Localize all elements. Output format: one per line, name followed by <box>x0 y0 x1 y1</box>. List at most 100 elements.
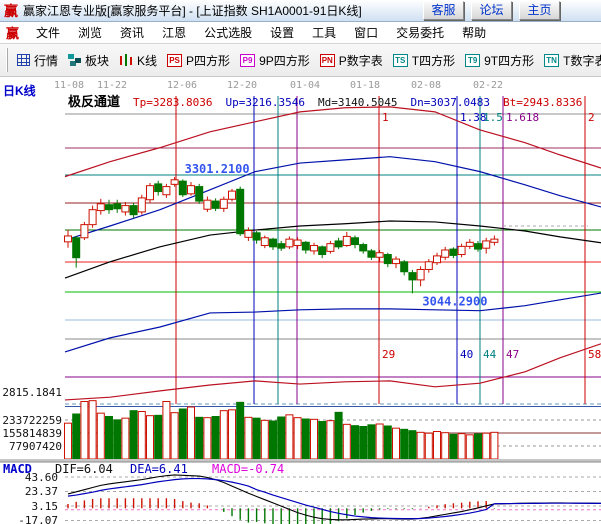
menubar-items: 文件 浏览 资讯 江恩 公式选股 设置 工具 窗口 交易委托 帮助 <box>27 22 495 43</box>
gann-top-label-7: 1.618 <box>506 111 539 124</box>
candle-body <box>318 246 327 256</box>
candle-body <box>170 179 179 185</box>
candle-body <box>416 268 425 281</box>
date-label-2: 12-06 <box>167 80 197 91</box>
volume-axis-label-2: 155814839 <box>2 427 62 440</box>
9p-square-label: 9P四方形 <box>259 53 310 68</box>
volume-bar <box>408 430 417 460</box>
volume-bar <box>113 419 122 460</box>
candle-body <box>105 204 113 211</box>
app-logo-icon: 赢 <box>4 2 18 19</box>
macd-axis-label-4: -17.07 <box>18 514 58 524</box>
t-square-label: T四方形 <box>411 53 456 68</box>
volume-bar <box>72 413 81 460</box>
toolbar-kline[interactable]: K线 <box>114 49 162 72</box>
candle-body <box>310 244 318 252</box>
volume-bar <box>269 420 277 460</box>
macd-dif-value: DIF=6.04 <box>55 462 113 476</box>
toolbar-items: 行情 板块 K线 PS P四方形 P9 9P四方形 PN P数字表 TS T四方形 T9 9T四方形 TN… <box>12 49 601 72</box>
menu-window[interactable]: 窗口 <box>354 26 379 40</box>
volume-bar <box>154 414 163 460</box>
toolbar: 行情 板块 K线 PS P四方形 P9 9P四方形 PN P数字表 TS T四方形 T9 9T四方形 TN… <box>0 44 601 77</box>
menu-news[interactable]: 资讯 <box>120 26 145 40</box>
menu-file[interactable]: 文件 <box>36 26 61 40</box>
volume-bar <box>64 422 72 460</box>
toolbar-p-table[interactable]: PN P数字表 <box>315 49 388 72</box>
volume-bar <box>260 419 269 460</box>
date-label-5: 01-18 <box>350 80 380 91</box>
gann-bottom-label-8: 58 <box>588 348 601 361</box>
gann-top-label-8: 2 <box>588 111 595 124</box>
menu-gann[interactable]: 江恩 <box>162 26 187 40</box>
volume-bar <box>351 425 359 460</box>
candle-body <box>260 237 269 246</box>
customer-service-button[interactable]: 客服 <box>423 1 464 20</box>
indicator-dn-value: Dn=3037.0483 <box>410 96 490 109</box>
candle-body <box>490 238 499 243</box>
gann-top-label-4: 1 <box>382 111 389 124</box>
menu-trade-orders[interactable]: 交易委托 <box>396 26 445 40</box>
date-label-6: 02-08 <box>411 80 441 91</box>
p-table-label: P数字表 <box>338 53 383 68</box>
gann-bottom-label-7: 47 <box>506 348 519 361</box>
candle-body <box>121 205 130 213</box>
volume-bar <box>137 411 146 460</box>
volume-bar <box>490 431 499 460</box>
volume-bar <box>334 411 343 460</box>
macd-dea-line <box>67 477 601 520</box>
candle-body <box>154 183 163 193</box>
date-label-1: 11-22 <box>97 80 127 91</box>
indicator-bt-value: Bt=2943.8336 <box>502 96 583 109</box>
candle-body <box>219 198 228 209</box>
volume-bar <box>121 417 130 460</box>
toolbar-9p-square[interactable]: P9 9P四方形 <box>235 49 315 72</box>
candle-body <box>269 238 277 248</box>
volume-bar <box>383 425 392 460</box>
quotes-icon <box>17 54 30 66</box>
t-square-icon: TS <box>392 53 408 67</box>
volume-bar <box>285 414 294 460</box>
candle-body <box>457 245 466 256</box>
toolbar-p-square[interactable]: PS P四方形 <box>162 49 235 72</box>
candle-body <box>449 248 458 256</box>
menu-formula-stock-picker[interactable]: 公式选股 <box>204 26 253 40</box>
candle-body <box>482 240 491 249</box>
macd-dea-value: DEA=6.41 <box>130 462 188 476</box>
menu-browse[interactable]: 浏览 <box>78 26 103 40</box>
candle-body <box>64 235 72 243</box>
macd-header: MACD DIF=6.04 DEA=6.41 MACD=-0.74 <box>0 462 601 476</box>
macd-dif-line <box>67 474 601 521</box>
volume-bar <box>367 424 376 460</box>
toolbar-t-table[interactable]: TNT数字表 <box>539 49 601 72</box>
candle-body <box>293 239 302 246</box>
gann-bottom-label-5: 40 <box>460 348 473 361</box>
menu-help[interactable]: 帮助 <box>462 26 487 40</box>
volume-bar <box>96 412 105 460</box>
volume-bar <box>375 423 384 460</box>
9p-square-icon: P9 <box>240 53 256 67</box>
sectors-icon <box>68 54 82 66</box>
volume-bar <box>277 416 286 460</box>
toolbar-t-square[interactable]: TS T四方形 <box>388 49 460 72</box>
t-table-icon: TN <box>544 53 560 67</box>
volume-bar <box>293 417 302 460</box>
toolbar-quotes[interactable]: 行情 <box>12 49 63 72</box>
period-label: 日K线 <box>3 84 36 98</box>
date-label-7: 02-22 <box>473 80 503 91</box>
homepage-button[interactable]: 主页 <box>519 1 560 20</box>
forum-button[interactable]: 论坛 <box>471 1 512 20</box>
menu-settings[interactable]: 设置 <box>270 26 295 40</box>
toolbar-grip[interactable] <box>6 48 8 72</box>
volume-bar <box>178 408 187 460</box>
candle-body <box>113 203 122 210</box>
menu-tools[interactable]: 工具 <box>312 26 337 40</box>
indicator-md-value: Md=3140.5045 <box>317 96 398 109</box>
toolbar-9t-square[interactable]: T9 9T四方形 <box>460 49 539 72</box>
candle-body <box>252 232 261 241</box>
channel-bt-line <box>64 343 601 401</box>
toolbar-sectors[interactable]: 板块 <box>63 49 114 72</box>
volume-axis-label-1: 233722259 <box>2 414 62 427</box>
titlebar: 赢 赢家江恩专业版[赢家服务平台] - [上证指数 SH1A0001-91日K线… <box>0 0 601 22</box>
